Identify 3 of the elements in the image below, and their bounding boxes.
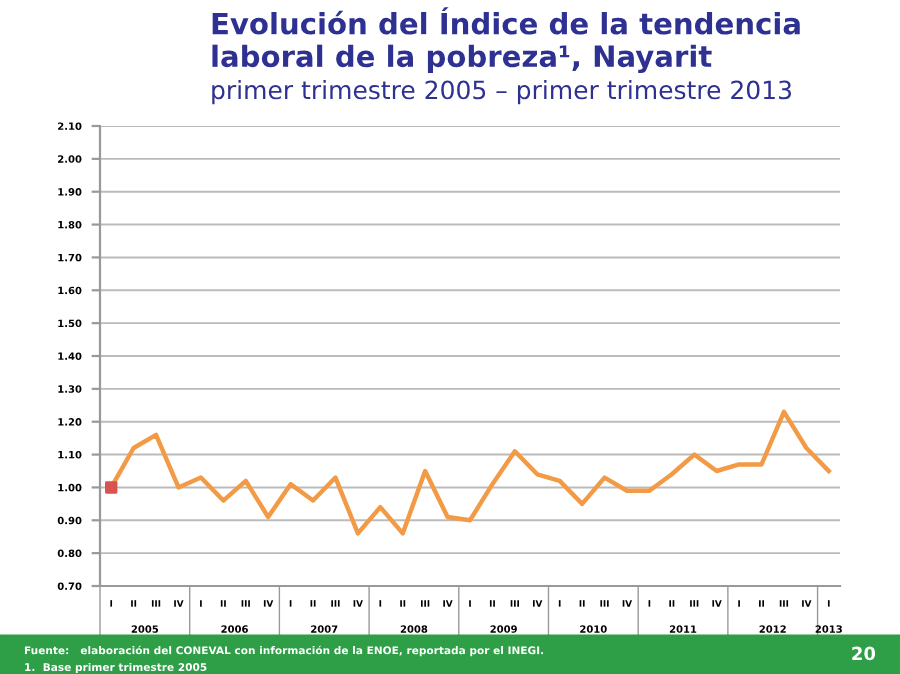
chart-title: Evolución del Índice de la tendencia laboral de la pobreza¹, Nayarit <box>212 7 800 74</box>
text: 20 <box>852 646 876 661</box>
chart-subtitle: primer trimestre 2005 – primer trimestre 2013 <box>212 80 791 105</box>
